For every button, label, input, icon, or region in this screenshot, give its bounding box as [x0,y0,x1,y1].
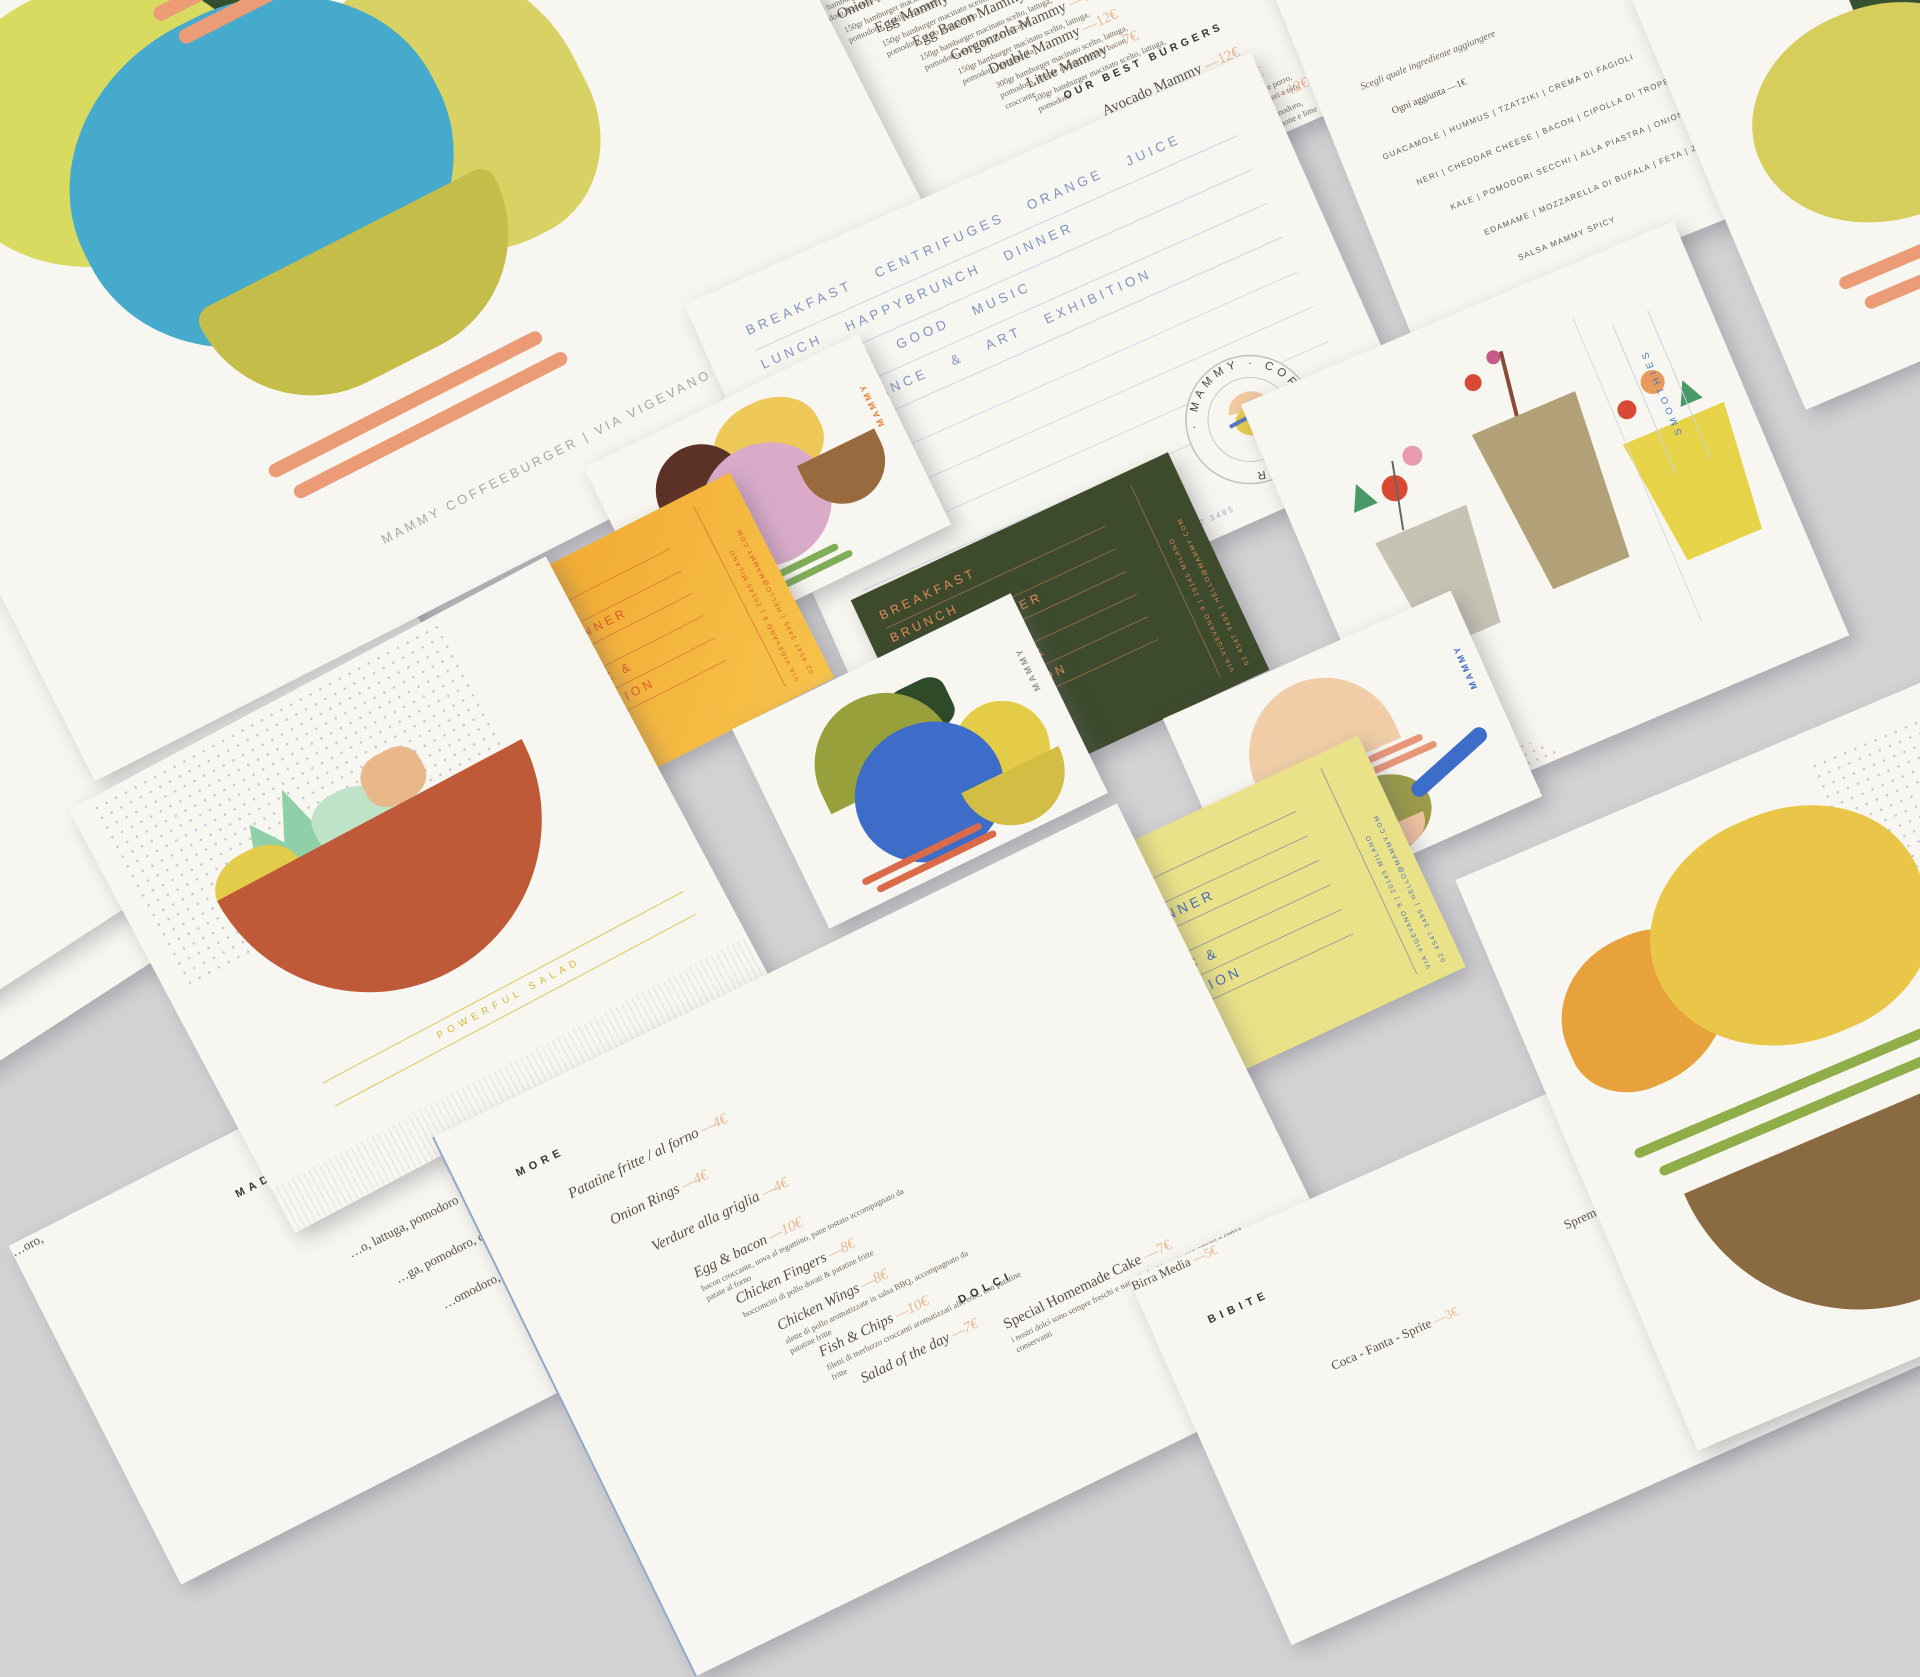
menu-fragment-line: …oro, [8,1230,46,1260]
mammy-wordmark: MAMMY [856,381,887,429]
more-header: MORE [514,1145,567,1180]
leaf-shape [1344,479,1378,513]
extras-intro: Scegli quale ingrediente aggiungere [1359,28,1498,93]
bibite-header: BIBITE [1206,1288,1272,1327]
smoothie-cup-tan [1467,389,1647,597]
bun-top-shape [1719,0,1920,265]
drink-menu-item: Coca - Fanta - Sprite —3€ [1328,1303,1461,1374]
fruit-shape [1614,397,1640,423]
smoothies-label: SMOOTHIES [1638,346,1685,437]
mammy-wordmark: MAMMY [1450,643,1480,691]
mammy-wordmark: MAMMY [1012,645,1043,693]
berry-shape [1399,442,1426,469]
cherry-shape [1461,371,1485,394]
bowl-shape [1684,1045,1920,1369]
extras-price: Ogni aggiunta —1€ [1390,76,1469,117]
